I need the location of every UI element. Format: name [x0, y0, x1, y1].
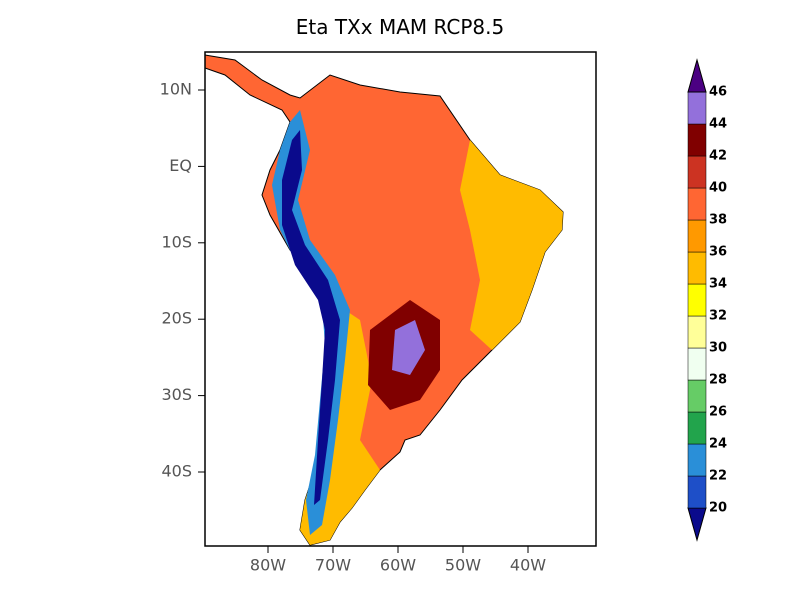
colorbar-segment: [687, 155, 707, 189]
colorbar-segment: [687, 187, 707, 221]
colorbar-segment: [687, 475, 707, 509]
map-panel: [204, 51, 597, 547]
colorbar-label: 28: [709, 373, 727, 388]
colorbar-segment: [687, 219, 707, 253]
lon-label: 70W: [315, 556, 351, 575]
colorbar-label: 44: [709, 117, 727, 132]
lon-label: 60W: [380, 556, 416, 575]
colorbar-label: 32: [709, 309, 727, 324]
colorbar-label: 26: [709, 405, 727, 420]
hottest-region: [392, 320, 425, 375]
coldest-region: [282, 130, 340, 505]
colorbar-segment: [687, 347, 707, 381]
colorbar-segment: [687, 251, 707, 285]
colorbar: 20 22 24 26 28 30 32 34 36 38 40 42 44 46: [687, 58, 727, 542]
colorbar-label: 34: [709, 277, 727, 292]
lat-label: 30S: [161, 385, 192, 404]
colorbar-label: 38: [709, 213, 727, 228]
colorbar-label: 30: [709, 341, 727, 356]
map-frame: [204, 51, 597, 547]
colorbar-label: 20: [709, 501, 727, 516]
axis-labels: 10N EQ 10S 20S 30S 40S 80W 70W 60W 50W 40W: [160, 80, 547, 575]
colorbar-label: 42: [709, 149, 727, 164]
colorbar-label: 46: [709, 85, 727, 100]
lat-label: 20S: [161, 309, 192, 328]
colorbar-label: 22: [709, 469, 727, 484]
lat-label: 10N: [160, 80, 192, 99]
lon-label: 40W: [510, 556, 546, 575]
colorbar-under: [687, 507, 707, 542]
warm-region: [460, 140, 563, 350]
colorbar-segment: [687, 379, 707, 413]
lat-label: EQ: [169, 156, 192, 175]
colorbar-segment: [687, 91, 707, 125]
colorbar-segment: [687, 315, 707, 349]
map-title: Eta TXx MAM RCP8.5: [296, 15, 505, 39]
colorbar-label: 24: [709, 437, 727, 452]
colorbar-segment: [687, 123, 707, 157]
lon-label: 50W: [445, 556, 481, 575]
lat-label: 40S: [161, 462, 192, 481]
colorbar-segment: [687, 411, 707, 445]
colorbar-segment: [687, 283, 707, 317]
lon-label: 80W: [250, 556, 286, 575]
lat-label: 10S: [161, 232, 192, 251]
colorbar-label: 40: [709, 181, 727, 196]
colorbar-segment: [687, 443, 707, 477]
colorbar-over: [687, 58, 707, 93]
colorbar-label: 36: [709, 245, 727, 260]
